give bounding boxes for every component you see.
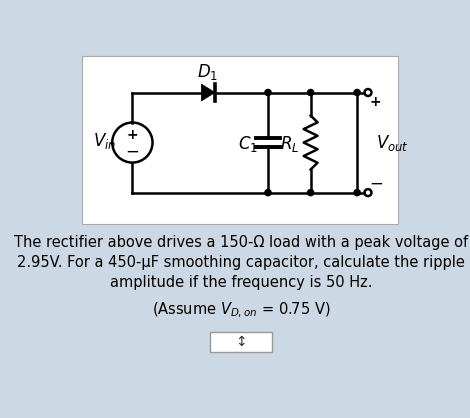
Text: $R_L$: $R_L$ — [280, 134, 299, 154]
Circle shape — [354, 89, 360, 96]
Circle shape — [354, 189, 360, 196]
Text: +: + — [126, 128, 138, 142]
Polygon shape — [201, 84, 215, 101]
Text: −: − — [369, 174, 383, 192]
FancyBboxPatch shape — [82, 56, 398, 224]
Text: −: − — [125, 143, 139, 161]
Bar — [210, 332, 272, 352]
Text: +: + — [370, 95, 382, 109]
Text: amplitude if the frequency is 50 Hz.: amplitude if the frequency is 50 Hz. — [110, 275, 372, 290]
Text: $D_1$: $D_1$ — [197, 62, 218, 82]
Circle shape — [265, 189, 271, 196]
Text: $C_1$: $C_1$ — [238, 134, 258, 154]
Text: The rectifier above drives a 150-Ω load with a peak voltage of: The rectifier above drives a 150-Ω load … — [14, 235, 468, 250]
Circle shape — [307, 89, 314, 96]
Text: $V_{in}$: $V_{in}$ — [93, 131, 116, 151]
Circle shape — [307, 189, 314, 196]
Text: $V_{out}$: $V_{out}$ — [376, 133, 409, 153]
Text: (Assume $V_{D,on}$ = 0.75 V): (Assume $V_{D,on}$ = 0.75 V) — [152, 301, 330, 321]
Text: 2.95V. For a 450-μF smoothing capacitor, calculate the ripple: 2.95V. For a 450-μF smoothing capacitor,… — [17, 255, 465, 270]
Circle shape — [265, 89, 271, 96]
Text: ↕: ↕ — [235, 335, 247, 349]
